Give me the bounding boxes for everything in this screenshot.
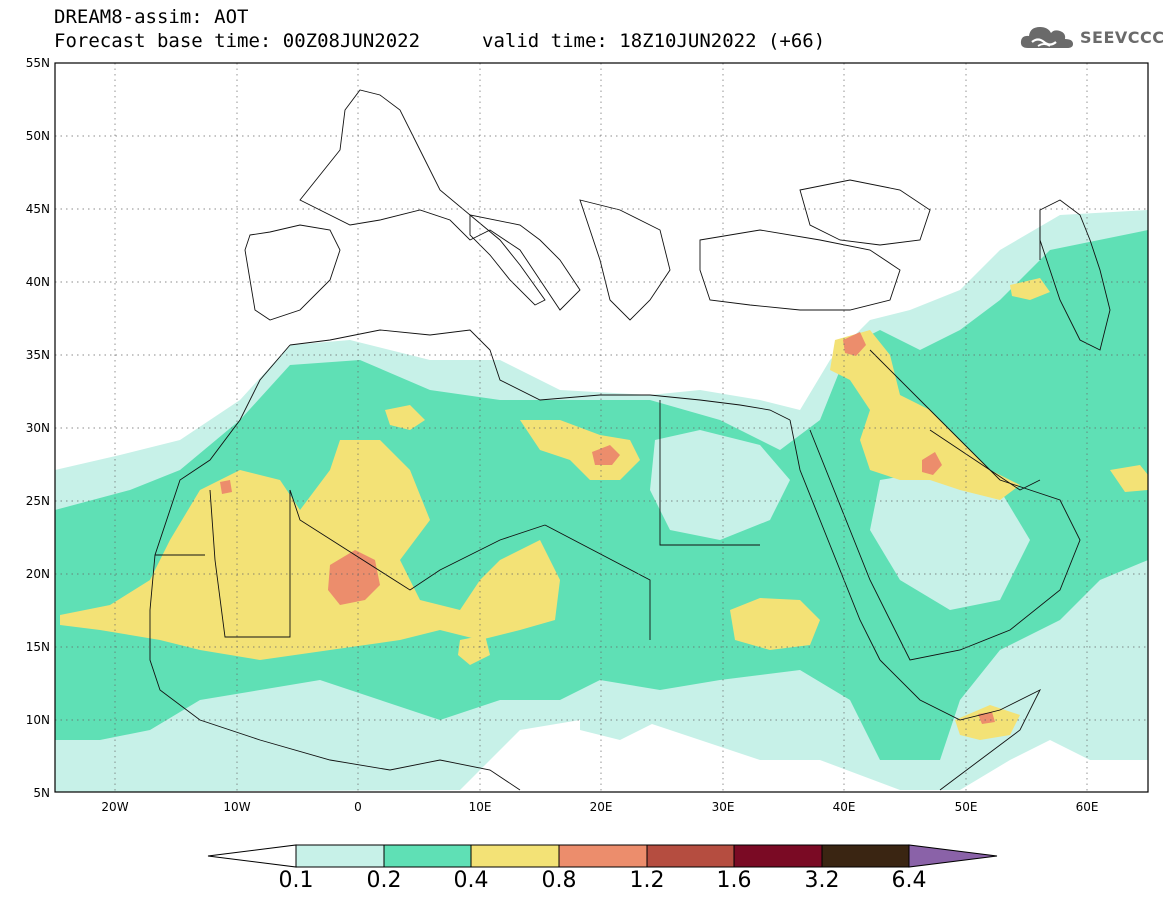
colorbar-label: 6.4: [891, 868, 927, 893]
colorbar-swatch: [646, 844, 735, 868]
lon-tick-label: 20E: [590, 800, 613, 814]
colorbar: [207, 844, 998, 868]
colorbar-label: 1.2: [629, 868, 665, 893]
lon-tick-label: 0: [354, 800, 362, 814]
lat-tick-label: 10N: [26, 713, 50, 727]
lat-tick-label: 55N: [26, 56, 50, 70]
lat-tick-label: 25N: [26, 494, 50, 508]
colorbar-swatch: [821, 844, 910, 868]
valid-time: valid time: 18Z10JUN2022 (+66): [482, 30, 826, 52]
lat-tick-label: 50N: [26, 129, 50, 143]
colorbar-label: 0.4: [453, 868, 489, 893]
lat-tick-label: 15N: [26, 640, 50, 654]
lon-ticks: 20W 10W 0 10E 20E 30E 40E 50E 60E: [101, 800, 1098, 814]
colorbar-swatch: [295, 844, 385, 868]
cloud-icon: [1020, 27, 1073, 48]
lon-tick-label: 60E: [1076, 800, 1099, 814]
lat-ticks: 55N 50N 45N 40N 35N 30N 25N 20N 15N 10N …: [26, 56, 50, 800]
colorbar-label: 3.2: [804, 868, 840, 893]
lon-tick-label: 10E: [469, 800, 492, 814]
lat-tick-label: 35N: [26, 348, 50, 362]
map-title: DREAM8-assim: AOT: [54, 6, 249, 28]
colorbar-label: 0.1: [278, 868, 314, 893]
lon-tick-label: 20W: [101, 800, 128, 814]
colorbar-label: 1.6: [716, 868, 752, 893]
colorbar-extend-high: [908, 844, 998, 868]
lon-tick-label: 40E: [833, 800, 856, 814]
colorbar-swatch: [383, 844, 472, 868]
colorbar-swatch: [733, 844, 823, 868]
lon-tick-label: 50E: [955, 800, 978, 814]
lat-tick-label: 40N: [26, 275, 50, 289]
colorbar-label: 0.8: [541, 868, 577, 893]
logo-text: SEEVCCC: [1080, 27, 1165, 47]
lon-tick-label: 10W: [223, 800, 250, 814]
coastlines: [149, 89, 1111, 791]
map-frame: [54, 62, 1149, 793]
lat-tick-label: 20N: [26, 567, 50, 581]
colorbar-swatch: [470, 844, 560, 868]
colorbar-swatch: [558, 844, 648, 868]
aot-field: [55, 210, 1148, 792]
colorbar-extend-low: [207, 844, 297, 868]
lon-tick-label: 30E: [712, 800, 735, 814]
forecast-base-time: Forecast base time: 00Z08JUN2022: [54, 30, 421, 52]
lat-tick-label: 45N: [26, 202, 50, 216]
lat-tick-label: 30N: [26, 421, 50, 435]
colorbar-label: 0.2: [366, 868, 402, 893]
graticule: [55, 63, 1148, 792]
lat-tick-label: 5N: [33, 786, 50, 800]
logo: SEEVCCC: [1018, 22, 1165, 52]
